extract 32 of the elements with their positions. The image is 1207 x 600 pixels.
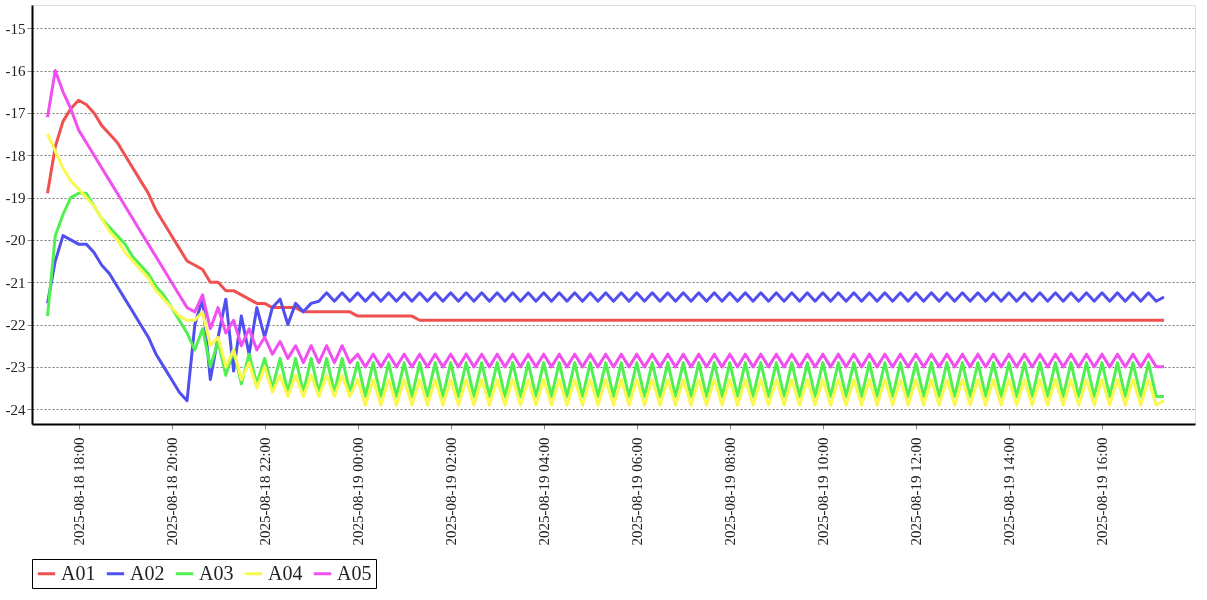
x-tick-label: 2025-08-19 04:00: [536, 437, 553, 546]
y-tick-label: -16: [5, 63, 26, 80]
line-series: [46, 191, 1166, 398]
y-tick-label: -22: [5, 317, 26, 334]
y-tick-label: -19: [5, 190, 26, 207]
y-tick-label: -20: [5, 232, 26, 249]
y-tick-label: -21: [5, 274, 26, 291]
y-tick-label: -15: [5, 20, 26, 37]
x-tick-label: 2025-08-19 12:00: [908, 437, 925, 546]
legend-label: A05: [337, 561, 372, 584]
line-series: [46, 132, 1166, 407]
x-tick-label: 2025-08-18 22:00: [257, 437, 274, 546]
x-tick-label: 2025-08-19 10:00: [815, 437, 832, 546]
y-tick-label: -18: [5, 147, 26, 164]
x-tick-label: 2025-08-19 08:00: [722, 437, 739, 546]
legend-label: A04: [268, 561, 303, 584]
line-series: [46, 69, 1166, 369]
x-tick-label: 2025-08-19 00:00: [350, 437, 367, 546]
x-tick-label: 2025-08-19 14:00: [1001, 437, 1018, 546]
y-tick-label: -24: [5, 401, 26, 418]
x-tick-label: 2025-08-18 20:00: [164, 437, 181, 546]
y-tick-label: -23: [5, 359, 26, 376]
x-tick-label: 2025-08-19 02:00: [443, 437, 460, 546]
legend-label: A03: [199, 561, 234, 584]
line-series: [46, 98, 1166, 322]
x-tick-label: 2025-08-19 16:00: [1094, 437, 1111, 546]
x-tick-label: 2025-08-18 18:00: [71, 437, 88, 546]
y-tick-label: -17: [5, 105, 26, 122]
legend-label: A01: [61, 561, 96, 584]
x-tick-label: 2025-08-19 06:00: [629, 437, 646, 546]
legend-label: A02: [130, 561, 165, 584]
line-series: [46, 234, 1166, 403]
